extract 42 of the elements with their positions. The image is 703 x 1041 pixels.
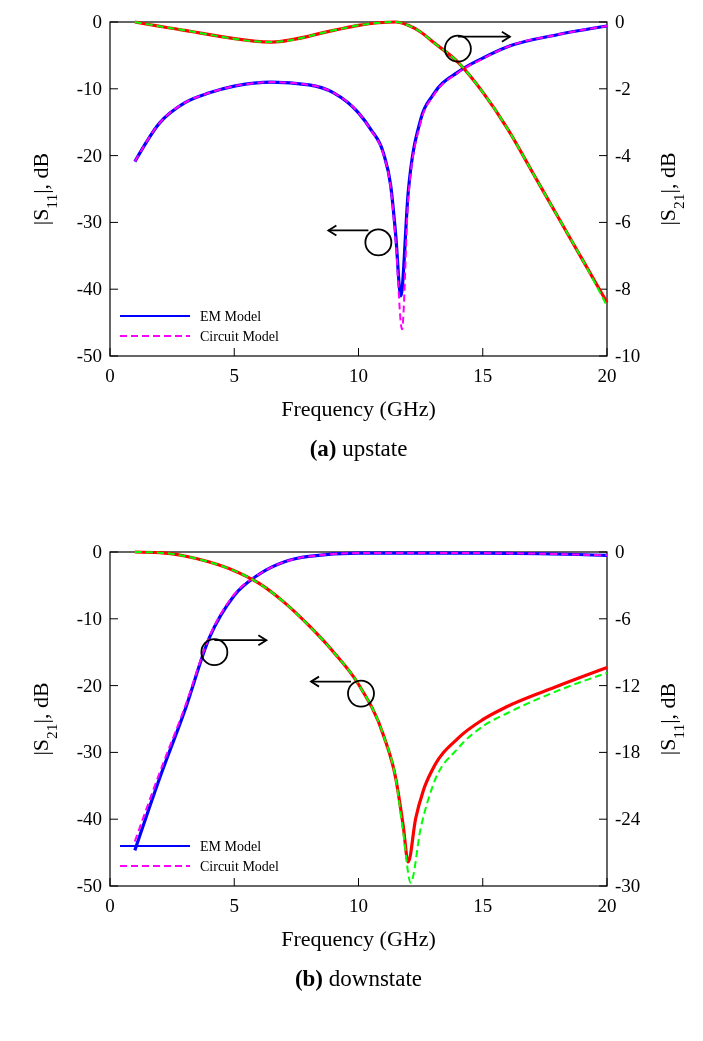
y-tick-label: -50	[76, 875, 102, 896]
y2-tick-label: 0	[615, 541, 625, 562]
y2-tick-label: -6	[615, 211, 631, 233]
y-tick-label: -20	[76, 674, 102, 696]
y2-tick-label: -6	[615, 607, 631, 629]
y2-tick-label: -30	[615, 875, 641, 896]
y-tick-label: -40	[76, 278, 102, 300]
legend-label: EM Model	[200, 309, 262, 324]
x-tick-label: 15	[473, 365, 493, 386]
y2-tick-label: -2	[615, 77, 631, 99]
y-tick-label: -40	[76, 808, 102, 830]
y-tick-label: -30	[76, 211, 102, 233]
y2-tick-label: -18	[615, 741, 641, 763]
y-tick-label: 0	[92, 541, 102, 562]
y-tick-label: 0	[92, 11, 102, 32]
y-tick-label: -10	[76, 607, 102, 629]
text: (a) upstate	[309, 436, 408, 461]
y2-tick-label: -10	[615, 345, 641, 366]
y2-tick-label: -4	[615, 144, 632, 166]
x-tick-label: 5	[229, 365, 239, 386]
x-tick-label: 10	[349, 365, 368, 386]
x-tick-label: 20	[597, 895, 617, 916]
y-tick-label: -50	[76, 345, 102, 366]
y2-tick-label: 0	[615, 11, 625, 32]
x-tick-label: 20	[597, 365, 617, 386]
y-tick-label: -20	[76, 144, 102, 166]
y2-tick-label: -12	[615, 674, 641, 696]
legend-label: Circuit Model	[200, 329, 280, 344]
y-tick-label: -30	[76, 741, 102, 763]
x-tick-label: 0	[105, 895, 115, 916]
x-axis-title: Frequency (GHz)	[281, 396, 436, 421]
text: (b) downstate	[294, 966, 423, 991]
legend-label: Circuit Model	[200, 859, 280, 874]
x-axis-title: Frequency (GHz)	[281, 926, 436, 951]
x-tick-label: 10	[349, 895, 368, 916]
y-tick-label: -10	[76, 77, 102, 99]
x-tick-label: 15	[473, 895, 493, 916]
y2-tick-label: -8	[615, 278, 631, 300]
x-tick-label: 0	[105, 365, 115, 386]
x-tick-label: 5	[229, 895, 239, 916]
legend-label: EM Model	[200, 839, 262, 854]
y2-tick-label: -24	[615, 808, 641, 830]
